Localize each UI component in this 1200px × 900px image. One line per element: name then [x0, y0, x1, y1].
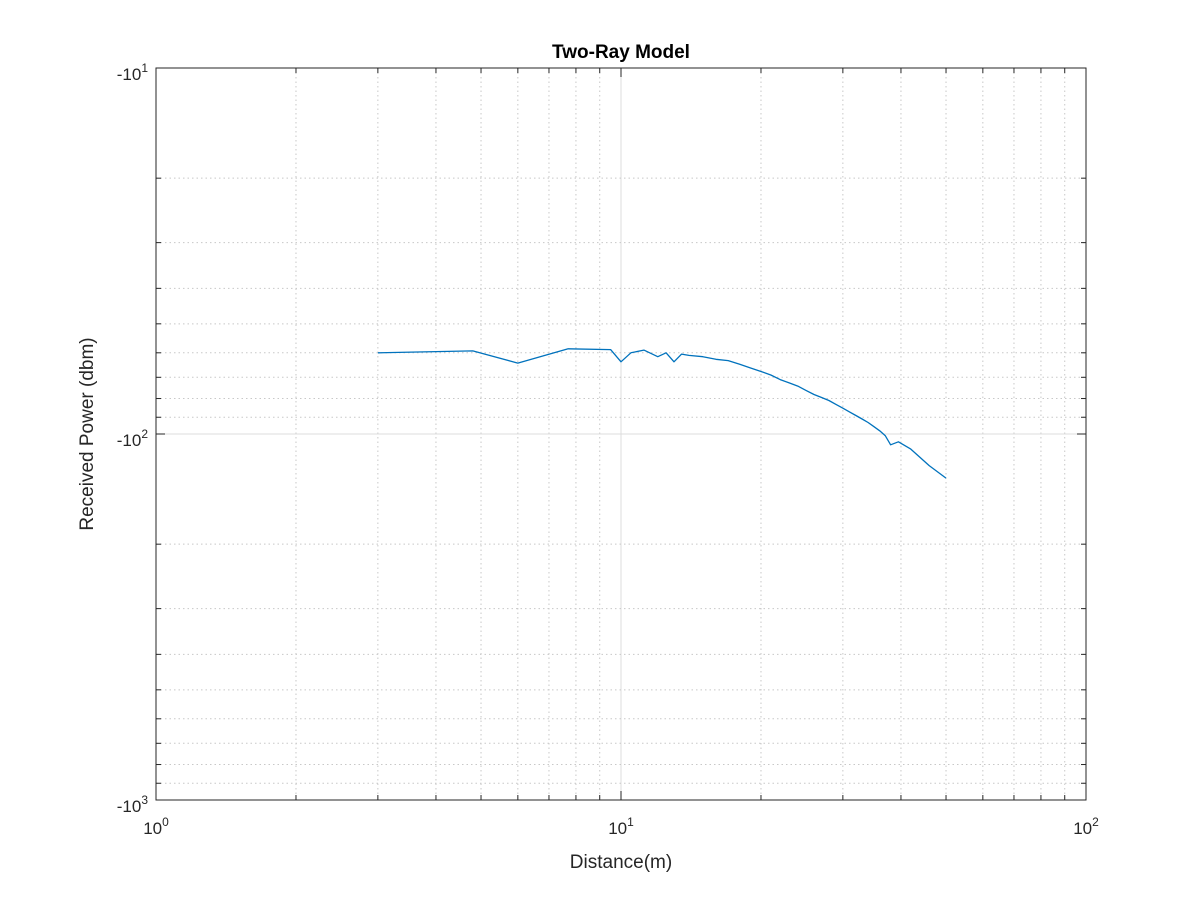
y-tick-label-neg100: -102 — [117, 427, 149, 450]
grid — [156, 68, 1086, 800]
chart-title: Two-Ray Model — [552, 42, 690, 63]
axis-ticks — [155, 67, 1087, 801]
y-tick-label-neg10: -101 — [117, 61, 149, 84]
x-tick-label-1: 100 — [143, 815, 169, 838]
series-layer — [377, 348, 947, 479]
x-tick-label-10: 101 — [608, 815, 634, 838]
y-axis-label: Received Power (dbm) — [77, 337, 98, 530]
y-tick-label-neg1000: -103 — [117, 793, 149, 816]
x-axis-label: Distance(m) — [570, 852, 672, 873]
x-tick-label-100: 102 — [1073, 815, 1099, 838]
series-line-1 — [377, 348, 947, 479]
